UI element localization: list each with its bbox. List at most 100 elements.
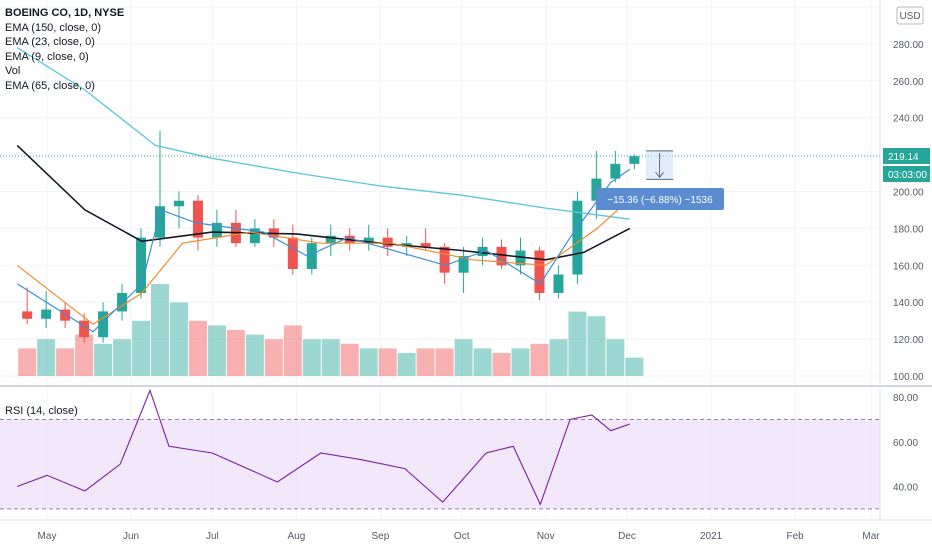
volume-bar xyxy=(587,316,606,376)
rsi-legend[interactable]: RSI (14, close) xyxy=(5,405,78,417)
price-tick-7: 160.00 xyxy=(893,261,924,272)
volume-bar xyxy=(169,302,188,376)
symbol-title[interactable]: BOEING CO, 1D, NYSE xyxy=(5,7,125,19)
currency-label: USD xyxy=(899,11,920,22)
candle-body xyxy=(363,237,374,244)
volume-bar xyxy=(151,284,169,376)
timer-badge: 03:03:00 xyxy=(883,166,930,182)
volume-bar xyxy=(75,334,94,376)
volume-bar xyxy=(378,348,397,376)
volume-bar xyxy=(283,325,302,376)
volume-bar xyxy=(37,339,56,376)
candle-body xyxy=(79,320,90,338)
chart-legend: BOEING CO, 1D, NYSE EMA (150, close, 0) … xyxy=(5,6,124,93)
volume-bar xyxy=(56,348,75,376)
candle-body xyxy=(22,311,33,319)
ema150-line xyxy=(16,47,630,220)
volume-bars xyxy=(18,284,644,376)
volume-bar xyxy=(302,339,321,376)
volume-bar xyxy=(625,357,644,376)
volume-bar xyxy=(511,348,530,376)
candle-body xyxy=(98,311,109,338)
volume-bar xyxy=(264,339,283,376)
volume-bar xyxy=(435,348,454,376)
time-tick-2: Jul xyxy=(206,531,219,542)
rsi-axis[interactable]: 80.00 60.00 40.00 xyxy=(893,393,918,493)
time-axis[interactable]: May Jun Jul Aug Sep Oct Nov Dec 2021 Feb Mar xyxy=(38,531,881,542)
volume-bar xyxy=(207,325,226,376)
legend-ema23[interactable]: EMA (23, close, 0) xyxy=(5,36,95,48)
candle-body xyxy=(439,246,450,273)
timer-badge-text: 03:03:00 xyxy=(888,170,927,181)
volume-bar xyxy=(397,353,416,376)
measure-label-box xyxy=(596,188,724,210)
ema-lines xyxy=(16,47,631,333)
candle-body xyxy=(382,237,393,247)
candle-body xyxy=(572,200,583,275)
volume-bar xyxy=(340,343,359,376)
volume-bar xyxy=(359,348,378,376)
volume-bar xyxy=(473,348,492,376)
volume-bar xyxy=(454,339,473,376)
price-tick-5: 200.00 xyxy=(893,188,924,199)
candle-body xyxy=(60,309,71,321)
candle-body xyxy=(610,163,621,179)
candle-body xyxy=(629,156,640,164)
volume-bar xyxy=(492,353,511,376)
price-tick-6: 180.00 xyxy=(893,224,924,235)
volume-bar xyxy=(606,339,625,376)
price-tick-1: 280.00 xyxy=(893,40,924,51)
volume-bar xyxy=(18,348,37,376)
price-tick-8: 140.00 xyxy=(893,298,924,309)
ema65-line xyxy=(16,144,631,261)
volume-bar xyxy=(113,339,132,376)
price-axis[interactable]: 280.00260.00240.00220.00200.00180.00160.… xyxy=(893,40,924,383)
price-tick-10: 100.00 xyxy=(893,372,924,383)
time-tick-10: Mar xyxy=(862,531,880,542)
time-tick-6: Nov xyxy=(537,531,555,542)
candle-body xyxy=(249,228,260,244)
price-badge: 219.14 xyxy=(883,148,930,164)
candle-body xyxy=(173,200,184,207)
volume-bar xyxy=(321,339,340,376)
time-tick-7: Dec xyxy=(618,531,636,542)
volume-bar xyxy=(94,343,113,376)
candle-body xyxy=(155,206,165,238)
time-tick-4: Sep xyxy=(371,531,389,542)
candle-body xyxy=(117,292,128,312)
candle-body xyxy=(136,237,147,293)
candle-body xyxy=(192,200,203,238)
candle-body xyxy=(553,274,564,293)
time-tick-3: Aug xyxy=(287,531,305,542)
legend-volume[interactable]: Vol xyxy=(5,65,21,77)
volume-bar xyxy=(226,330,245,376)
measure-tool[interactable]: −15.36 (−6.88%) −1536 xyxy=(596,150,724,210)
ema23-line xyxy=(16,198,631,326)
currency-button[interactable]: USD xyxy=(896,6,924,25)
volume-bar xyxy=(568,311,587,376)
time-tick-1: Jun xyxy=(123,531,139,542)
candle-body xyxy=(420,243,431,247)
candle-body xyxy=(325,235,336,244)
time-tick-9: Feb xyxy=(786,531,804,542)
ema9-line xyxy=(16,168,631,333)
volume-bar xyxy=(132,320,151,376)
legend-ema150[interactable]: EMA (150, close, 0) xyxy=(5,21,101,34)
candle-body xyxy=(496,246,507,266)
volume-bar xyxy=(416,348,435,376)
volume-bar xyxy=(188,320,207,376)
legend-ema9[interactable]: EMA (9, close, 0) xyxy=(5,50,89,63)
volume-bar xyxy=(245,334,264,376)
legend-ema65[interactable]: EMA (65, close, 0) xyxy=(5,79,95,92)
rsi-line xyxy=(17,388,630,506)
price-badge-text: 219.14 xyxy=(888,152,919,163)
candle-body xyxy=(287,237,298,269)
time-tick-5: Oct xyxy=(454,531,470,542)
candle-body xyxy=(211,222,222,238)
rsi-tick-1: 60.00 xyxy=(893,438,918,449)
candle-body xyxy=(306,243,317,269)
time-tick-8: 2021 xyxy=(700,531,723,542)
measure-label: −15.36 (−6.88%) −1536 xyxy=(607,195,713,206)
candle-body xyxy=(515,250,526,266)
